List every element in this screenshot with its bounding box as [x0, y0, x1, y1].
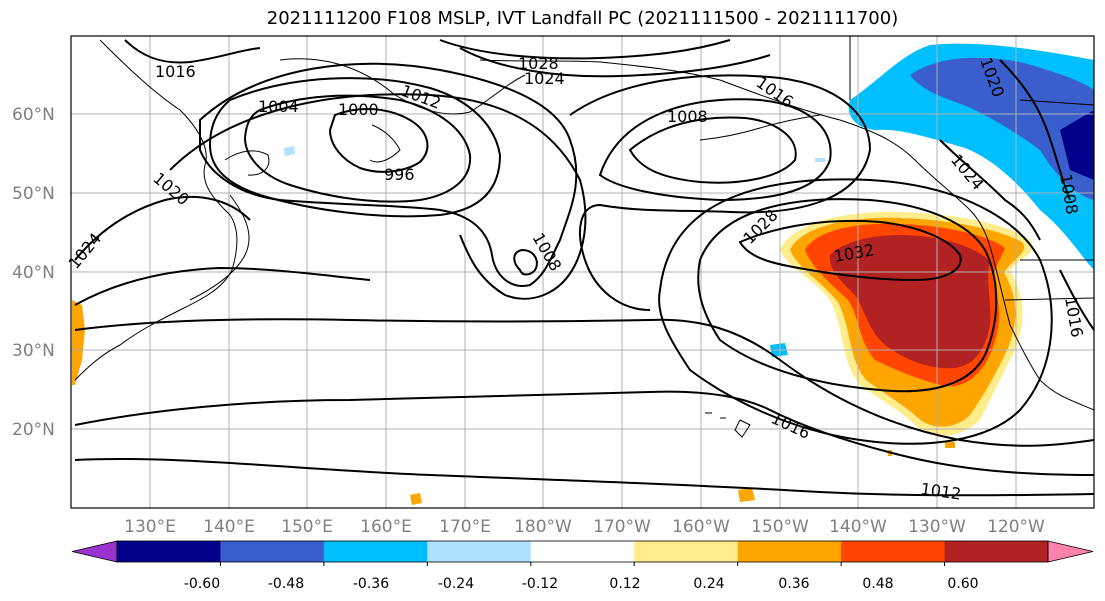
- colorbar-tick-label: 0.12: [609, 576, 640, 592]
- colorbar-tick-label: 0.36: [778, 576, 809, 592]
- map-border: [70, 35, 1095, 509]
- colorbar-segment: [220, 541, 325, 562]
- lon-label: 160°E: [360, 517, 412, 537]
- colorbar-segment: [737, 541, 842, 562]
- colorbar-tick-label: 0.24: [693, 576, 724, 592]
- contour-label: 1024: [524, 69, 565, 88]
- contour-label: 1028: [518, 54, 559, 73]
- lon-label: 180°W: [514, 517, 572, 537]
- colorbar-tick-label: -0.48: [268, 576, 304, 592]
- colorbar-tick-label: 0.60: [947, 576, 978, 592]
- latitude-labels: 60°N 50°N 40°N 30°N 20°N: [12, 105, 55, 440]
- ivt-positive-shading: [72, 211, 1033, 505]
- contour-label: 1008: [667, 107, 708, 126]
- contour-label: 1004: [258, 97, 299, 116]
- lon-label: 140°W: [829, 517, 887, 537]
- lon-label: 150°W: [751, 517, 809, 537]
- colorbar-tick-label: 0.48: [862, 576, 893, 592]
- lat-label: 60°N: [12, 105, 55, 125]
- map-title: 2021111200 F108 MSLP, IVT Landfall PC (2…: [266, 8, 899, 29]
- colorbar-segment: [530, 541, 635, 562]
- colorbar-tick-label: -0.12: [522, 576, 558, 592]
- colorbar-labels: -0.60 -0.48 -0.36 -0.24 -0.12 0.12 0.24 …: [184, 576, 979, 592]
- colorbar: [71, 540, 1094, 566]
- colorbar-extend-min: [71, 540, 118, 563]
- colorbar-segment: [323, 541, 428, 562]
- colorbar-tick-label: -0.36: [353, 576, 389, 592]
- contour-label: 1016: [155, 62, 196, 81]
- lon-label: 130°E: [124, 517, 176, 537]
- lat-label: 40°N: [12, 263, 55, 283]
- colorbar-border: [116, 540, 1049, 563]
- lon-label: 120°W: [987, 517, 1045, 537]
- colorbar-segment: [427, 541, 532, 562]
- contour-label: 1000: [338, 100, 379, 119]
- colorbar-segment: [841, 541, 946, 562]
- lat-label: 50°N: [12, 184, 55, 204]
- contour-label: 996: [384, 165, 415, 184]
- lon-label: 140°E: [203, 517, 255, 537]
- colorbar-extend-max: [1047, 540, 1094, 563]
- lon-label: 150°E: [281, 517, 333, 537]
- lat-label: 20°N: [12, 420, 55, 440]
- colorbar-tick-label: -0.24: [438, 576, 474, 592]
- longitude-labels: 130°E 140°E 150°E 160°E 170°E 180°W 170°…: [124, 517, 1045, 537]
- lon-label: 170°E: [439, 517, 491, 537]
- colorbar-tick-label: -0.60: [184, 576, 220, 592]
- lon-label: 170°W: [593, 517, 651, 537]
- colorbar-segment: [944, 541, 1049, 562]
- lat-label: 30°N: [12, 341, 55, 361]
- lon-label: 130°W: [908, 517, 966, 537]
- graticule: [71, 36, 1094, 508]
- colorbar-segment: [117, 541, 221, 562]
- colorbar-segment: [634, 541, 739, 562]
- mslp-contours: [74, 39, 1095, 497]
- lon-label: 160°W: [672, 517, 730, 537]
